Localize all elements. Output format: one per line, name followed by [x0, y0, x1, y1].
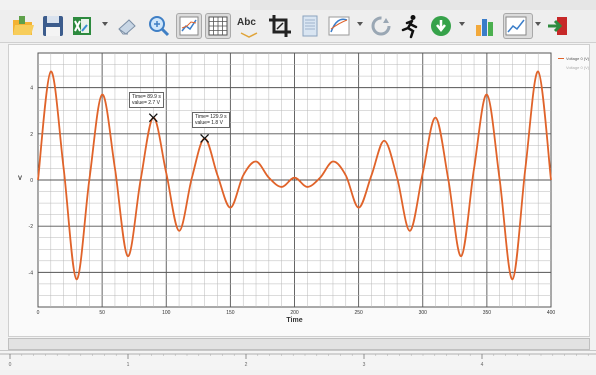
- grid-toggle-button[interactable]: [205, 13, 231, 39]
- x-tick-label: 400: [547, 310, 556, 316]
- y-tick-label: 4: [30, 86, 33, 92]
- tooltip-marker-1: Time= 89.9 s value= 2.7 V: [129, 92, 164, 108]
- ruler-tick-label: 1: [127, 362, 130, 368]
- data-marker: [200, 133, 210, 143]
- y-tick-label: 2: [30, 132, 33, 138]
- chart-settings-icon: [505, 16, 527, 36]
- tooltip-marker-2: Time= 129.9 s value= 1.8 V: [192, 112, 230, 128]
- legend-label: Voltage 0 (V): [566, 65, 590, 70]
- x-tick-label: 250: [354, 310, 363, 316]
- x-tick-label: 200: [290, 310, 299, 316]
- download-icon: [431, 16, 451, 36]
- annotation-button[interactable]: Abc: [236, 13, 262, 39]
- tooltip-value: value= 2.7 V: [132, 100, 160, 106]
- voltage-time-chart[interactable]: 0 50 100 150 200 250 300 350 400 4 2 0 -2 -4 Time V: [9, 45, 589, 336]
- exit-button[interactable]: [545, 13, 571, 39]
- x-tick-label: 100: [162, 310, 171, 316]
- line-chart-icon: [179, 16, 199, 36]
- series-line-voltage: [37, 70, 552, 281]
- ruler-scale: 0 1 2 3 4: [0, 353, 596, 368]
- curve-icon: [328, 16, 350, 36]
- y-tick-label: 0: [30, 178, 33, 184]
- chevron-down-icon[interactable]: [459, 22, 465, 26]
- y-tick-label: -2: [29, 224, 34, 230]
- grid-icon: [208, 16, 228, 36]
- legend-swatch: [558, 58, 564, 60]
- ruler-tick-label: 2: [245, 362, 248, 368]
- tooltip-time: Time= 89.9 s: [132, 94, 161, 100]
- legend-label: Voltage 0 (V): [566, 56, 590, 61]
- ruler-tick-label: 0: [9, 362, 12, 368]
- eraser-button[interactable]: [114, 13, 140, 39]
- chevron-down-icon[interactable]: [357, 22, 363, 26]
- running-man-icon: [401, 15, 418, 39]
- x-tick-label: 300: [419, 310, 428, 316]
- open-folder-button[interactable]: [10, 13, 36, 39]
- data-marker: [148, 113, 158, 123]
- zoom-button[interactable]: [146, 13, 172, 39]
- y-tick-label: -4: [29, 270, 34, 276]
- ruler-tick-label: 4: [481, 362, 484, 368]
- chevron-down-icon[interactable]: [535, 22, 541, 26]
- magnifier-icon: [149, 16, 170, 37]
- bar-chart-button[interactable]: [472, 13, 498, 39]
- notepad-icon: [302, 15, 318, 37]
- toolbar: Abc: [0, 10, 596, 43]
- run-button[interactable]: [397, 13, 423, 39]
- plot-panel[interactable]: 0 50 100 150 200 250 300 350 400 4 2 0 -2 -4 Time V Tim…: [8, 44, 590, 337]
- floppy-disk-icon: [43, 16, 63, 36]
- time-ruler[interactable]: 0 1 2 3 4: [0, 350, 596, 370]
- excel-export-button[interactable]: [70, 13, 100, 39]
- notes-button[interactable]: [297, 13, 323, 39]
- horizontal-scrollbar[interactable]: [8, 338, 590, 350]
- refresh-button[interactable]: [368, 13, 394, 39]
- annotation-label: Abc: [237, 17, 256, 28]
- x-tick-label: 50: [99, 310, 105, 316]
- bar-chart-icon: [476, 19, 493, 36]
- refresh-icon: [371, 16, 391, 36]
- chart-settings-button[interactable]: [503, 13, 533, 39]
- grid-lines: [37, 53, 552, 307]
- eraser-icon: [118, 19, 136, 35]
- legend-item-voltage-secondary[interactable]: Voltage 0 (V): [566, 65, 589, 70]
- tooltip-value: value= 1.8 V: [195, 120, 223, 126]
- text-icon: [240, 32, 258, 38]
- save-button[interactable]: [40, 13, 66, 39]
- tooltip-time: Time= 129.9 s: [195, 114, 227, 120]
- crop-icon: [269, 15, 291, 37]
- legend-item-voltage[interactable]: Voltage 0 (V): [558, 56, 589, 61]
- folder-icon: [13, 16, 34, 35]
- x-tick-label: 350: [483, 310, 492, 316]
- chart-mode-button[interactable]: [176, 13, 202, 39]
- ruler-tick-label: 3: [363, 362, 366, 368]
- y-axis-label: V: [18, 176, 22, 182]
- x-axis-label: Time: [286, 317, 302, 324]
- analysis-button[interactable]: [326, 13, 356, 39]
- x-tick-label: 0: [37, 310, 40, 316]
- excel-icon: [73, 17, 91, 35]
- exit-icon: [548, 17, 567, 35]
- x-tick-label: 150: [226, 310, 235, 316]
- download-button[interactable]: [428, 13, 454, 39]
- chevron-down-icon[interactable]: [102, 22, 108, 26]
- crop-button[interactable]: [267, 13, 293, 39]
